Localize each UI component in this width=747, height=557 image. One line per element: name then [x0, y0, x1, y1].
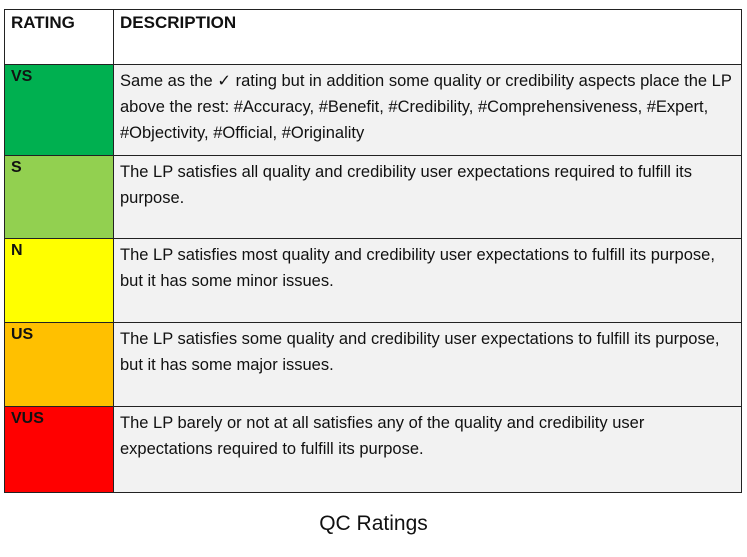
table-row: VS Same as the ✓ rating but in addition …: [4, 64, 742, 156]
table-header: RATING DESCRIPTION: [4, 9, 742, 65]
description-cell: The LP satisfies some quality and credib…: [113, 322, 742, 407]
header-description: DESCRIPTION: [113, 9, 742, 65]
qc-ratings-table: RATING DESCRIPTION VS Same as the ✓ rati…: [4, 9, 742, 493]
table-row: N The LP satisfies most quality and cred…: [4, 238, 742, 323]
description-cell: The LP satisfies most quality and credib…: [113, 238, 742, 323]
table-body: VS Same as the ✓ rating but in addition …: [4, 64, 742, 493]
description-cell: The LP barely or not at all satisfies an…: [113, 406, 742, 493]
header-rating: RATING: [4, 9, 114, 65]
rating-cell: S: [4, 155, 114, 239]
table-caption: QC Ratings: [319, 512, 428, 535]
rating-cell: US: [4, 322, 114, 407]
rating-cell: VS: [4, 64, 114, 156]
table-row: VUS The LP barely or not at all satisfie…: [4, 406, 742, 493]
header-row: RATING DESCRIPTION: [4, 9, 742, 65]
description-cell: The LP satisfies all quality and credibi…: [113, 155, 742, 239]
description-cell: Same as the ✓ rating but in addition som…: [113, 64, 742, 156]
rating-cell: VUS: [4, 406, 114, 493]
table-row: US The LP satisfies some quality and cre…: [4, 322, 742, 407]
rating-cell: N: [4, 238, 114, 323]
table-row: S The LP satisfies all quality and credi…: [4, 155, 742, 239]
